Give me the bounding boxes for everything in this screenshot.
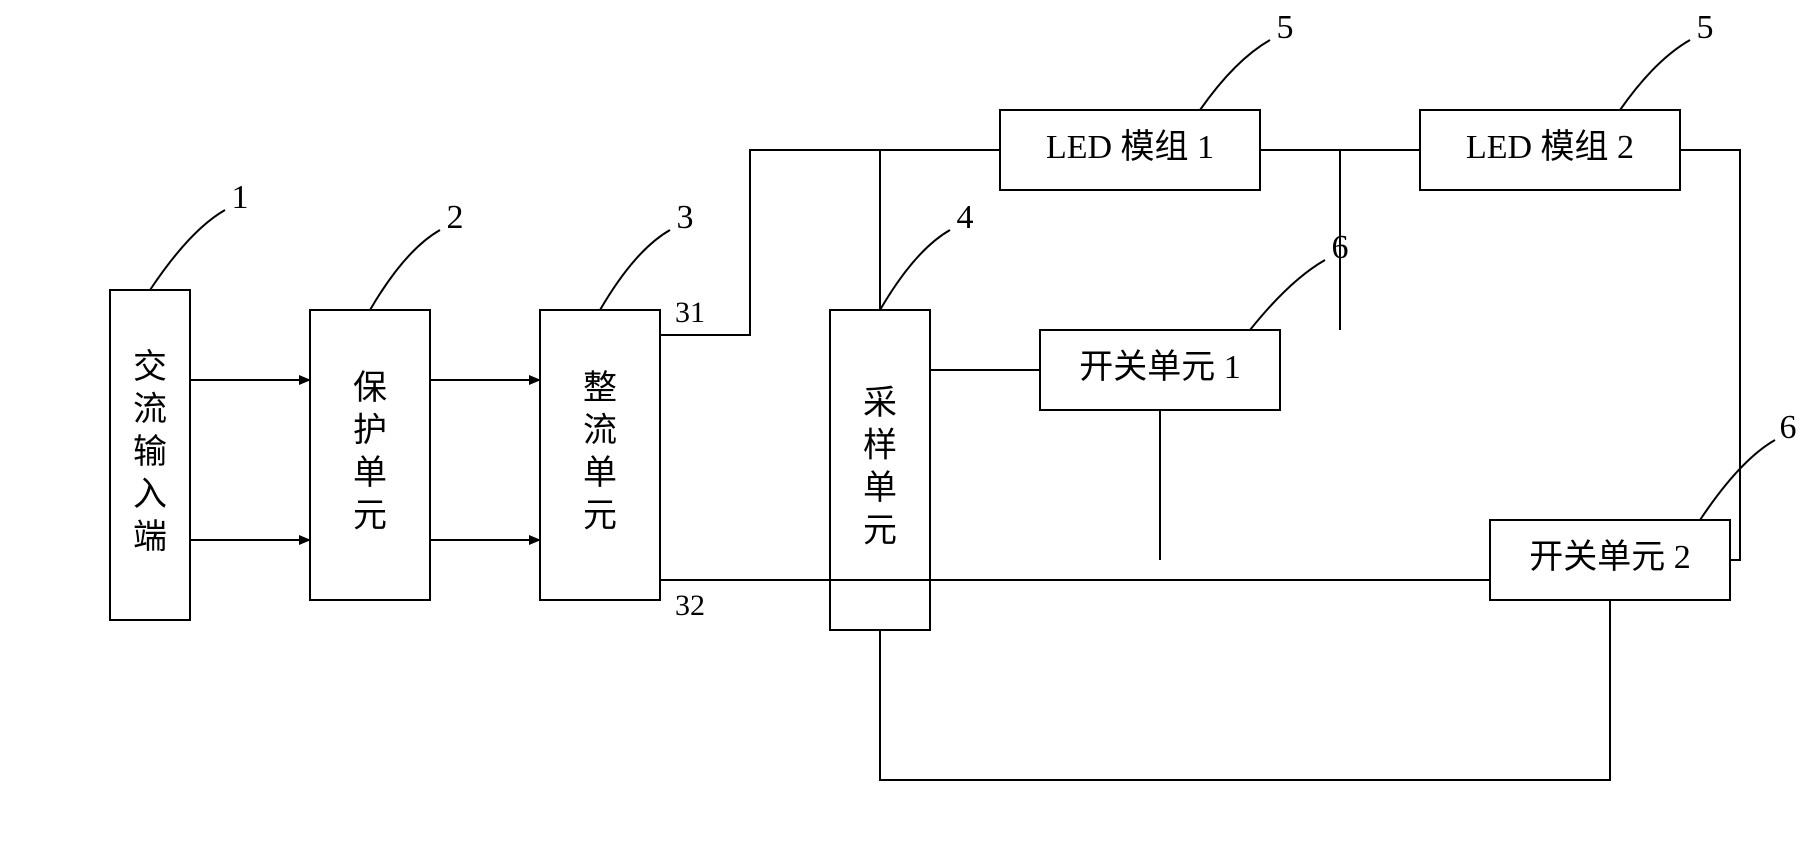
callout-number: 4 bbox=[957, 199, 974, 236]
block-label: 单 bbox=[863, 470, 897, 507]
block-label: 单 bbox=[583, 455, 617, 492]
block-label: 端 bbox=[133, 519, 167, 556]
block-label: 采 bbox=[863, 385, 897, 422]
block-label: 元 bbox=[583, 498, 617, 535]
block-label: 保 bbox=[353, 370, 387, 407]
callout-leader bbox=[1200, 40, 1270, 110]
callout-leader bbox=[1700, 440, 1775, 520]
callout-leader bbox=[1250, 260, 1325, 330]
block-label: 元 bbox=[353, 498, 387, 535]
wire-hi-to-led1 bbox=[660, 150, 1000, 335]
block-label: 输 bbox=[133, 433, 167, 471]
block-sw2: 开关单元 2 bbox=[1490, 520, 1730, 600]
block-label: 流 bbox=[583, 412, 617, 450]
callout-number: 5 bbox=[1697, 9, 1714, 46]
callout-leader bbox=[150, 210, 225, 290]
wire-led2-to-sw2 bbox=[1680, 150, 1740, 560]
callout-leader bbox=[600, 230, 670, 310]
callout-number: 5 bbox=[1277, 9, 1294, 46]
callout-number: 1 bbox=[232, 179, 249, 216]
pin-label: 32 bbox=[675, 589, 705, 622]
callout-number: 2 bbox=[447, 199, 464, 236]
block-label: 元 bbox=[863, 513, 897, 550]
block-label: 单 bbox=[353, 455, 387, 492]
block-label: LED 模组 1 bbox=[1046, 128, 1214, 166]
block-sampling: 采样单元 bbox=[830, 310, 930, 630]
block-label: 开关单元 2 bbox=[1529, 539, 1691, 576]
block-label: 护 bbox=[353, 412, 387, 450]
block-label: LED 模组 2 bbox=[1466, 128, 1634, 166]
block-label: 流 bbox=[133, 390, 167, 428]
block-label: 入 bbox=[133, 476, 167, 513]
block-label: 整 bbox=[583, 369, 617, 407]
block-label: 开关单元 1 bbox=[1079, 349, 1241, 386]
block-label: 样 bbox=[863, 427, 897, 465]
pin-label: 31 bbox=[675, 296, 705, 329]
callout-number: 6 bbox=[1332, 229, 1349, 266]
diagram-canvas: 交流输入端保护单元整流单元采样单元LED 模组 1LED 模组 2开关单元 1开… bbox=[0, 0, 1807, 864]
block-label: 交 bbox=[133, 348, 167, 386]
callout-leader bbox=[370, 230, 440, 310]
callout-number: 6 bbox=[1780, 409, 1797, 446]
block-protection: 保护单元 bbox=[310, 310, 430, 600]
callout-leader bbox=[1620, 40, 1690, 110]
block-ac_input: 交流输入端 bbox=[110, 290, 190, 620]
callout-leader bbox=[880, 230, 950, 310]
wire-sampling-to-sw2 bbox=[880, 600, 1610, 780]
block-rectifier: 整流单元 bbox=[540, 310, 660, 600]
block-sw1: 开关单元 1 bbox=[1040, 330, 1280, 410]
block-led2: LED 模组 2 bbox=[1420, 110, 1680, 190]
callout-number: 3 bbox=[677, 199, 694, 236]
block-led1: LED 模组 1 bbox=[1000, 110, 1260, 190]
